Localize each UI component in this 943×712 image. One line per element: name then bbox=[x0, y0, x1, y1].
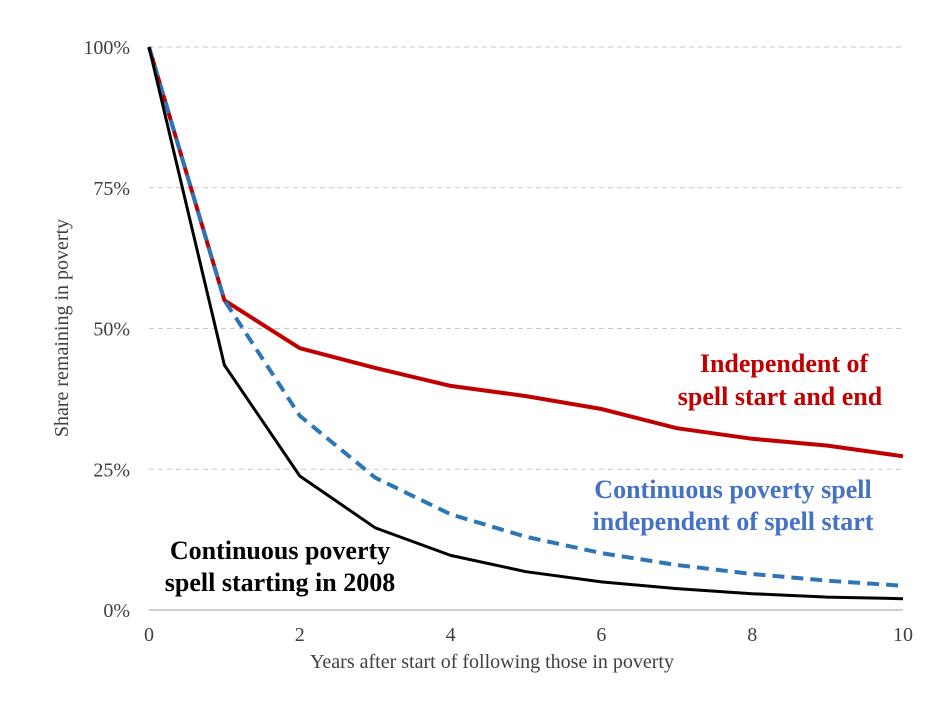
annotation-continuous-independent: Continuous poverty spell independent of … bbox=[593, 475, 874, 536]
x-tick-label: 2 bbox=[295, 624, 305, 646]
annotation-continuous-independent-line-1: Continuous poverty spell bbox=[594, 475, 871, 504]
series-line-continuous-2008 bbox=[147, 46, 904, 601]
series-line-continuous-independent bbox=[147, 46, 904, 588]
annotation-continuous-2008-line-1: Continuous poverty bbox=[170, 536, 390, 565]
y-axis-title: Share remaining in poverty bbox=[51, 219, 73, 437]
annotation-continuous-independent-line-2: independent of spell start bbox=[593, 507, 874, 536]
y-axis-ticks: 0% 25% 50% 75% 100% bbox=[83, 37, 130, 622]
y-tick-label: 50% bbox=[93, 319, 130, 341]
y-tick-label: 0% bbox=[103, 600, 130, 622]
y-tick-label: 100% bbox=[83, 37, 130, 59]
annotation-independent: Independent of spell start and end bbox=[678, 349, 883, 411]
annotation-continuous-2008-line-2: spell starting in 2008 bbox=[165, 568, 395, 597]
annotation-independent-line-1: Independent of bbox=[700, 349, 869, 378]
annotation-continuous-2008: Continuous poverty spell starting in 200… bbox=[165, 536, 395, 597]
x-tick-label: 8 bbox=[747, 624, 757, 646]
x-tick-label: 0 bbox=[144, 624, 154, 646]
x-tick-label: 4 bbox=[446, 624, 456, 646]
x-axis-ticks: 0 2 4 6 8 10 bbox=[144, 624, 913, 646]
series-lines bbox=[147, 46, 904, 601]
x-tick-label: 10 bbox=[893, 624, 913, 646]
series-line-independent bbox=[147, 46, 904, 459]
annotation-independent-line-2: spell start and end bbox=[678, 382, 883, 411]
x-tick-label: 6 bbox=[596, 624, 606, 646]
y-tick-label: 75% bbox=[93, 178, 130, 200]
y-tick-label: 25% bbox=[93, 459, 130, 481]
x-axis-title: Years after start of following those in … bbox=[310, 651, 674, 673]
